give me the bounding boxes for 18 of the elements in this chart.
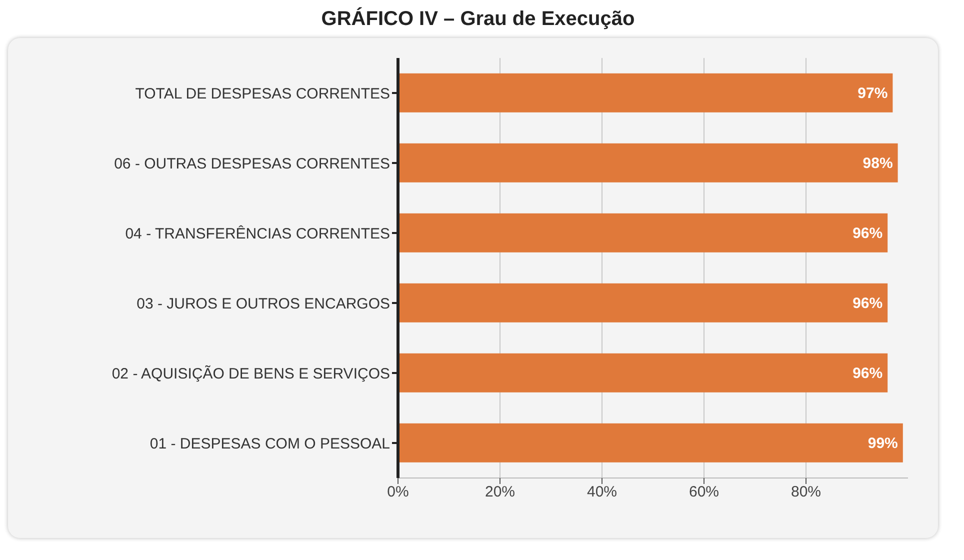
data-label: 97% — [858, 85, 888, 102]
x-tick-label: 0% — [387, 484, 409, 501]
data-label: 96% — [852, 295, 883, 312]
data-label: 96% — [852, 365, 883, 382]
chart-title: GRÁFICO IV – Grau de Execução — [320, 8, 636, 32]
data-label: 96% — [852, 225, 883, 242]
y-tick-label: 04 - TRANSFERÊNCIAS CORRENTES — [125, 224, 390, 242]
x-tick-label: 40% — [586, 484, 618, 501]
x-tick-label: 60% — [688, 484, 720, 501]
y-tick-label: 02 - AQUISIÇÃO DE BENS E SERVIÇOS — [112, 364, 390, 382]
data-label: 98% — [862, 155, 893, 172]
y-tick-label: 06 - OUTRAS DESPESAS CORRENTES — [114, 155, 390, 172]
y-tick-label: 01 - DESPESAS COM O PESSOAL — [150, 435, 390, 452]
x-tick-label: 80% — [790, 484, 822, 501]
x-tick-label: 20% — [484, 484, 516, 501]
data-label: 99% — [868, 435, 898, 452]
y-tick-label: TOTAL DE DESPESAS CORRENTES — [135, 85, 390, 102]
y-tick-label: 03 - JUROS E OUTROS ENCARGOS — [136, 295, 390, 312]
